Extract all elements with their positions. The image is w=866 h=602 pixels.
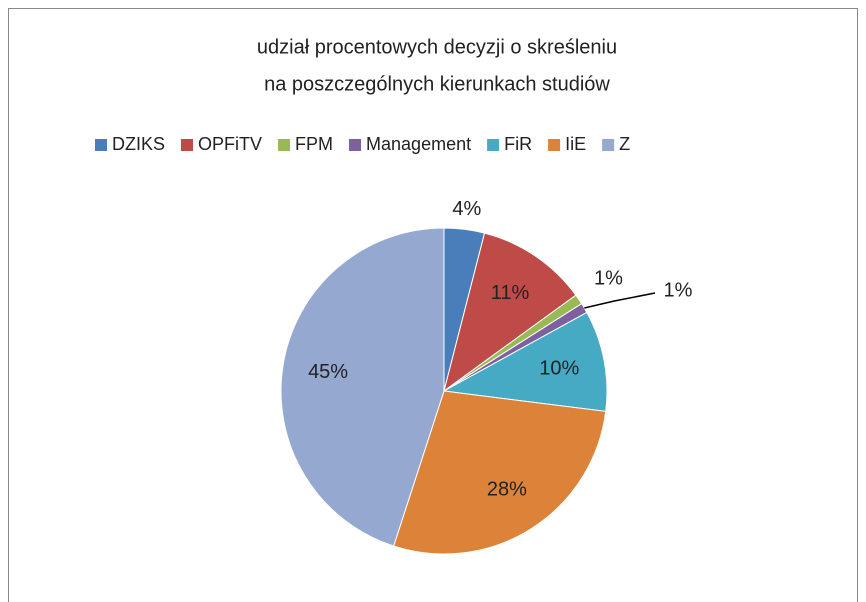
data-label: 11% bbox=[491, 282, 530, 304]
legend-label: Z bbox=[619, 134, 630, 154]
legend-label: FPM bbox=[295, 134, 333, 154]
data-label: 1% bbox=[664, 279, 693, 301]
leader-line bbox=[584, 292, 656, 309]
pie-slice bbox=[392, 390, 607, 555]
pie-slice bbox=[442, 311, 608, 412]
legend-swatch bbox=[602, 139, 615, 151]
chart-title: udział procentowych decyzji o skreśleniu bbox=[257, 36, 617, 58]
data-label: 28% bbox=[487, 478, 527, 500]
legend-label: IiE bbox=[565, 134, 586, 154]
data-label: 1% bbox=[594, 268, 623, 290]
legend-swatch bbox=[95, 139, 107, 151]
pie-slice bbox=[280, 227, 445, 547]
legend-swatch bbox=[278, 139, 291, 151]
legend-label: FiR bbox=[504, 134, 532, 154]
pie-slice bbox=[443, 232, 577, 393]
legend-label: DZIKS bbox=[112, 134, 165, 154]
legend-label: OPFiTV bbox=[198, 134, 262, 154]
chart-title: na poszczególnych kierunkach studiów bbox=[264, 73, 610, 95]
legend-swatch bbox=[487, 139, 500, 151]
data-label: 45% bbox=[308, 361, 348, 383]
data-label: 4% bbox=[452, 198, 481, 220]
data-label: 10% bbox=[539, 357, 579, 379]
legend-swatch bbox=[548, 139, 561, 151]
legend-label: Management bbox=[366, 134, 471, 154]
legend-swatch bbox=[181, 139, 194, 151]
legend-swatch bbox=[349, 139, 362, 151]
